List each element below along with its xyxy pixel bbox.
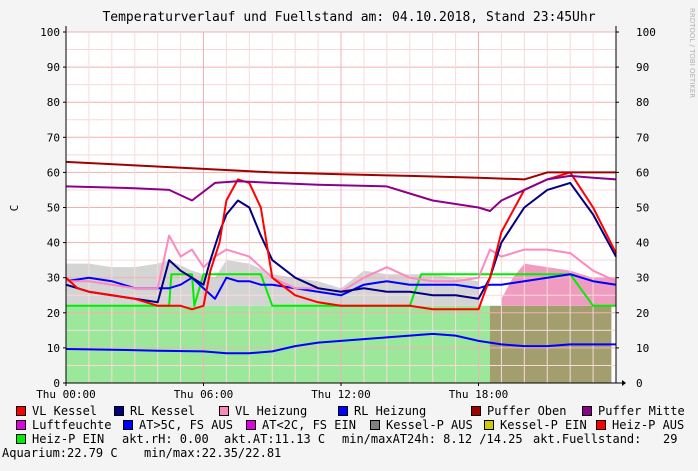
x-tick-label: Thu 18:00	[449, 388, 509, 401]
y-tick-label: 30	[47, 272, 60, 285]
y-tick-label-right: 90	[636, 61, 649, 74]
y-tick-label: 60	[47, 166, 60, 179]
y-tick-label: 80	[47, 96, 60, 109]
x-tick-label: Thu 00:00	[36, 388, 96, 401]
y-tick-label-right: 80	[636, 96, 649, 109]
series-line-puffer-mitte	[65, 174, 617, 212]
y-tick-label: 20	[47, 307, 60, 320]
y-tick-label-right: 20	[636, 307, 649, 320]
x-tick-label: Thu 06:00	[174, 388, 234, 401]
y-tick-label: 10	[47, 342, 60, 355]
y-tick-label: 100	[40, 26, 60, 39]
y-tick-label: 40	[47, 237, 60, 250]
series-line-vl-kessel	[65, 171, 617, 311]
y-tick-label: 70	[47, 131, 60, 144]
x-tick-label: Thu 12:00	[311, 388, 371, 401]
y-tick-label-right: 60	[636, 166, 649, 179]
y-tick-label-right: 0	[636, 377, 643, 390]
series-line-puffer-oben	[65, 160, 616, 181]
y-tick-label: 50	[47, 202, 60, 215]
y-tick-label-right: 10	[636, 342, 649, 355]
series-line-at-5c-fs-aus	[65, 332, 616, 355]
y-axis-label: C	[8, 205, 21, 212]
axes: 0 0 10 10 20 20 30 30 40 40 50 50 60 60 70 70 80 80 90 90 10…	[36, 26, 656, 401]
watermark: RRDTOOL / TOBI OETIKER	[688, 8, 696, 98]
y-tick-label-right: 30	[636, 272, 649, 285]
heiz-p-area	[66, 305, 490, 383]
y-tick-label-right: 50	[636, 202, 649, 215]
grid	[65, 31, 617, 384]
series-lines	[65, 160, 617, 355]
y-tick-label-right: 70	[636, 131, 649, 144]
y-tick-label-right: 100	[636, 26, 656, 39]
series-line-rl-kessel	[65, 181, 617, 304]
y-tick-label: 0	[53, 377, 60, 390]
chart-title: Temperaturverlauf und Fuellstand am: 04.…	[102, 10, 595, 25]
y-tick-label-right: 40	[636, 237, 649, 250]
series-line-vl-heizung	[66, 234, 617, 293]
y-tick-label: 90	[47, 61, 60, 74]
x-axis-arrow	[622, 380, 626, 386]
